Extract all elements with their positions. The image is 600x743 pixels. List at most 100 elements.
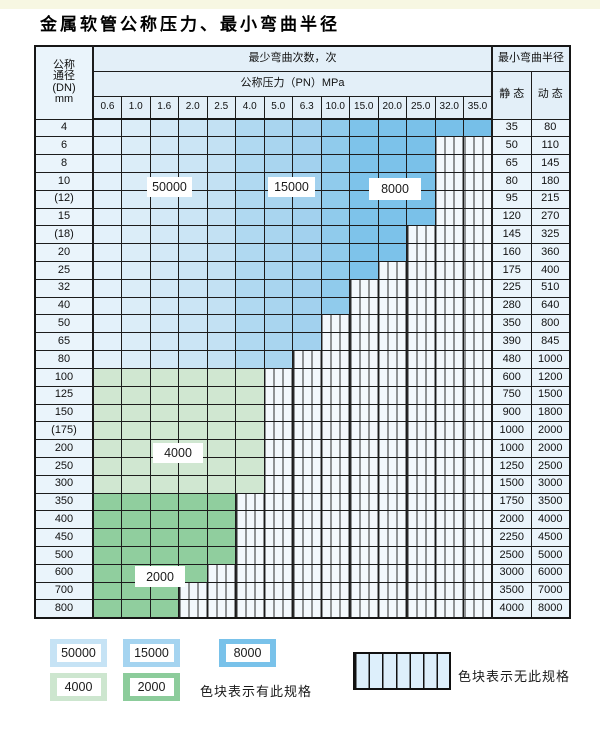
pressure-cell xyxy=(292,225,322,245)
cycles-label-15000: 15000 xyxy=(268,177,315,197)
pressure-cell xyxy=(121,439,151,458)
pressure-col-header: 2.0 xyxy=(178,95,208,120)
pressure-cell xyxy=(235,403,265,423)
cycles-header: 最少弯曲次数，次 xyxy=(92,45,493,72)
pressure-cell xyxy=(121,225,151,245)
table-row: 65 390 845 xyxy=(34,332,571,352)
pressure-cell xyxy=(235,243,265,262)
pressure-cell xyxy=(463,403,493,423)
spec-table: 公称 通径 (DN) mm 最少弯曲次数，次 最小弯曲半径 公称压力（PN）MP… xyxy=(34,45,571,619)
pressure-cell xyxy=(349,385,379,405)
pressure-cell xyxy=(320,207,350,227)
pressure-cell xyxy=(178,154,208,173)
pressure-cell xyxy=(377,118,407,138)
pressure-cell xyxy=(320,261,350,280)
pressure-cell xyxy=(206,456,236,476)
dynamic-cell: 4500 xyxy=(530,528,571,547)
pressure-cell xyxy=(320,403,350,423)
pressure-cell xyxy=(377,243,407,262)
pressure-cell xyxy=(434,332,464,352)
pressure-cell xyxy=(434,296,464,316)
pressure-cell xyxy=(149,314,179,334)
pressure-cell xyxy=(92,296,122,316)
pressure-cell xyxy=(149,118,179,138)
dn-cell: 100 xyxy=(34,367,94,387)
pressure-cell xyxy=(121,403,151,423)
pressure-cell xyxy=(149,599,179,619)
dn-cell: (175) xyxy=(34,421,94,441)
pressure-cell xyxy=(377,474,407,494)
pressure-cell xyxy=(206,154,236,173)
pressure-cell xyxy=(349,599,379,619)
static-cell: 1750 xyxy=(491,492,532,512)
pressure-cell xyxy=(463,563,493,583)
pressure-cell xyxy=(121,207,151,227)
pressure-cell xyxy=(92,278,122,298)
static-cell: 35 xyxy=(491,118,532,138)
pressure-cell xyxy=(377,350,407,369)
static-cell: 4000 xyxy=(491,599,532,619)
pressure-cell xyxy=(121,243,151,262)
pressure-cell xyxy=(121,350,151,369)
pressure-cell xyxy=(377,456,407,476)
pressure-cell xyxy=(235,118,265,138)
pressure-col-header: 2.5 xyxy=(206,95,236,120)
cycles-label-50000: 50000 xyxy=(147,177,192,197)
pressure-cell xyxy=(263,278,293,298)
pressure-cell xyxy=(377,403,407,423)
dynamic-cell: 215 xyxy=(530,189,571,209)
pressure-cell xyxy=(292,599,322,619)
legend-item-4000: 4000 xyxy=(50,673,107,701)
pressure-cell xyxy=(121,510,151,530)
pressure-cell xyxy=(406,439,436,458)
pressure-cell xyxy=(206,385,236,405)
pressure-cell xyxy=(320,350,350,369)
pressure-cell xyxy=(92,118,122,138)
pressure-cell xyxy=(235,492,265,512)
pressure-cell xyxy=(92,367,122,387)
pressure-cell xyxy=(434,171,464,191)
pressure-cell xyxy=(292,350,322,369)
pressure-cell xyxy=(149,136,179,156)
pressure-cell xyxy=(178,528,208,547)
table-row: 450 2250 4500 xyxy=(34,528,571,547)
static-cell: 225 xyxy=(491,278,532,298)
pressure-cell xyxy=(349,403,379,423)
pressure-cell xyxy=(292,510,322,530)
pressure-cell xyxy=(406,563,436,583)
dynamic-cell: 2000 xyxy=(530,421,571,441)
pressure-cell xyxy=(263,439,293,458)
pressure-cell xyxy=(263,456,293,476)
static-cell: 95 xyxy=(491,189,532,209)
pressure-cell xyxy=(377,314,407,334)
pressure-cell xyxy=(349,439,379,458)
table-row: 500 2500 5000 xyxy=(34,546,571,565)
pressure-cell xyxy=(263,474,293,494)
table-row: 4 35 80 xyxy=(34,118,571,138)
pressure-cell xyxy=(463,118,493,138)
dn-cell: 450 xyxy=(34,528,94,547)
pressure-cell xyxy=(377,278,407,298)
pressure-cell xyxy=(178,599,208,619)
pressure-cell xyxy=(206,403,236,423)
pressure-cell xyxy=(320,599,350,619)
pressure-cell xyxy=(463,171,493,191)
static-cell: 80 xyxy=(491,171,532,191)
pressure-cell xyxy=(463,367,493,387)
pressure-cell xyxy=(406,278,436,298)
pressure-cell xyxy=(263,367,293,387)
pressure-cell xyxy=(92,510,122,530)
pressure-cell xyxy=(434,546,464,565)
pressure-cell xyxy=(263,118,293,138)
dn-cell: 20 xyxy=(34,243,94,262)
pressure-cell xyxy=(406,225,436,245)
pressure-cell xyxy=(377,385,407,405)
dynamic-header: 动 态 xyxy=(530,70,571,120)
dn-cell: (12) xyxy=(34,189,94,209)
table-row: 600 3000 6000 xyxy=(34,563,571,583)
pressure-cell xyxy=(92,439,122,458)
legend-item-8000: 8000 xyxy=(219,639,276,667)
pressure-cell xyxy=(121,492,151,512)
pressure-cell xyxy=(235,350,265,369)
pressure-cell xyxy=(121,546,151,565)
